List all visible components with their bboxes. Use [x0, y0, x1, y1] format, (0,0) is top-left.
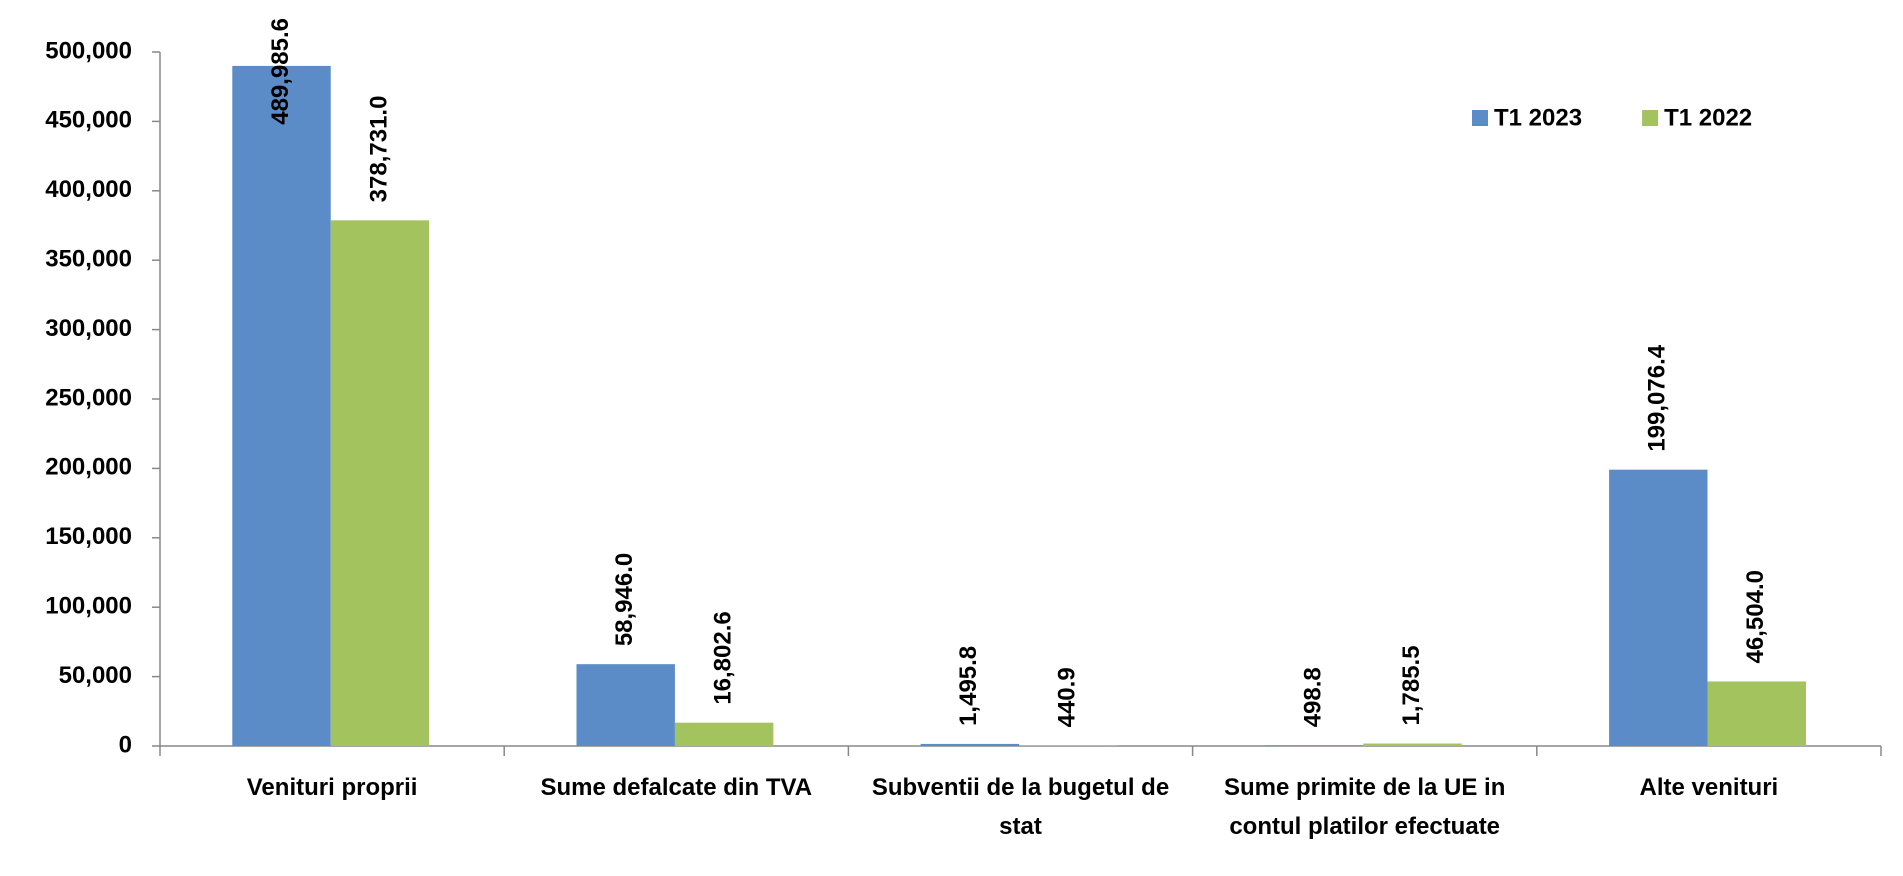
y-tick-label: 500,000: [45, 37, 132, 64]
bar: [232, 65, 331, 747]
x-tick-label: Subventii de la bugetul de stat: [871, 774, 1170, 840]
value-label: 1,495.8: [955, 646, 982, 726]
y-tick-label: 450,000: [45, 107, 132, 134]
value-label: 489,985.6: [267, 18, 294, 125]
x-tick-label: Sume defalcate din TVA: [540, 774, 813, 801]
value-label: 378,731.0: [365, 96, 392, 203]
x-tick-label: Venituri proprii: [246, 774, 418, 801]
y-tick-label: 350,000: [45, 246, 132, 273]
y-tick-label: 250,000: [45, 384, 132, 411]
legend-label: T1 2022: [1664, 104, 1752, 131]
value-label: 58,946.0: [611, 553, 638, 646]
x-tick-label: Alte venituri: [1639, 774, 1779, 801]
bar: [576, 664, 675, 746]
y-tick-label: 300,000: [45, 315, 132, 342]
legend-swatch: [1472, 110, 1488, 126]
bar: [1609, 469, 1708, 746]
bar: [1264, 745, 1364, 746]
y-tick-label: 50,000: [59, 662, 132, 689]
value-label: 440.9: [1054, 667, 1081, 727]
value-label: 199,076.4: [1644, 344, 1671, 451]
value-label: 16,802.6: [709, 611, 736, 704]
bar: [674, 722, 774, 746]
y-tick-label: 150,000: [45, 523, 132, 550]
y-tick-label: 400,000: [45, 176, 132, 203]
bar: [1707, 681, 1806, 746]
legend-label: T1 2023: [1494, 104, 1582, 131]
y-tick-label: 200,000: [45, 454, 132, 481]
y-tick-label: 0: [119, 731, 132, 758]
bar: [1363, 743, 1462, 746]
y-tick-label: 100,000: [45, 593, 132, 620]
bar: [1019, 745, 1118, 746]
value-label: 1,785.5: [1398, 645, 1425, 725]
value-label: 46,504.0: [1742, 570, 1769, 663]
value-label: 498.8: [1299, 667, 1326, 727]
legend-swatch: [1642, 110, 1659, 126]
bar: [920, 743, 1020, 746]
x-tick-label: Sume primite de la UE in contul platilor…: [1223, 774, 1506, 840]
bar: [330, 220, 430, 747]
